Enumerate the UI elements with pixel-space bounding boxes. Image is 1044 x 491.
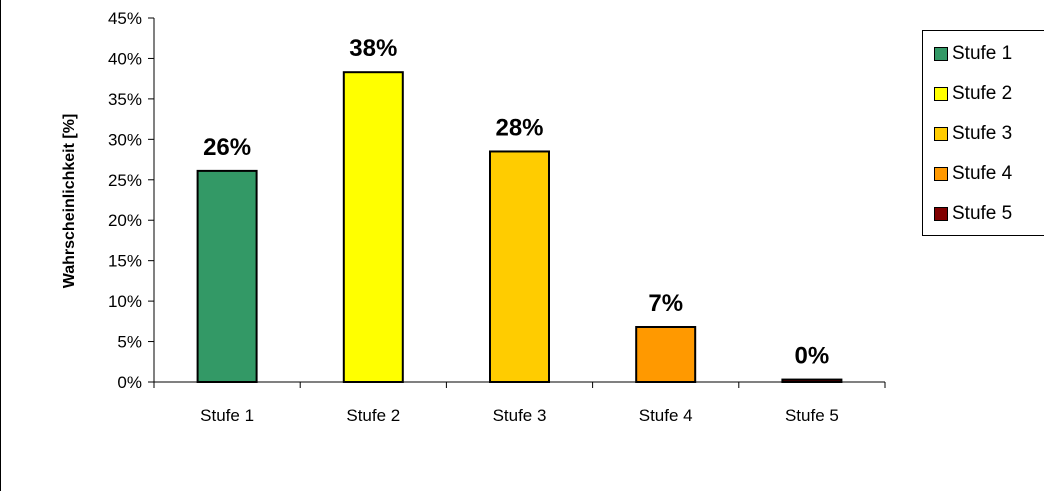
legend-label: Stufe 5 (952, 203, 1013, 224)
legend-swatch (934, 87, 948, 101)
legend: Stufe 1 Stufe 2 Stufe 3 Stufe 4 Stufe 5 (922, 30, 1044, 236)
legend-item: Stufe 2 (934, 82, 1012, 106)
y-axis: 0% 5% 10% 15% 20% 25% 30% 35% 40% 45% (108, 9, 155, 392)
y-tick-label: 30% (108, 130, 142, 149)
y-axis-title: Wahrscheinlichkeit [%] (61, 114, 78, 289)
legend-label: Stufe 2 (952, 83, 1013, 104)
y-tick-label: 45% (108, 9, 142, 28)
y-tick-label: 0% (117, 373, 142, 392)
legend-swatch (934, 167, 948, 181)
y-tick-label: 5% (117, 333, 142, 352)
y-tick-label: 25% (108, 171, 142, 190)
data-label: 26% (203, 134, 251, 161)
y-tick-label: 20% (108, 211, 142, 230)
legend-item: Stufe 1 (934, 42, 1012, 66)
x-tick-label: Stufe 5 (785, 406, 839, 425)
data-labels: 26% 38% 28% 7% 0% (203, 35, 829, 369)
legend-swatch (934, 127, 948, 141)
y-tick-label: 10% (108, 292, 142, 311)
legend-label: Stufe 1 (952, 43, 1013, 64)
bar-stufe-2 (342, 71, 404, 383)
bar-stufe-3 (489, 150, 550, 383)
x-tick-label: Stufe 4 (639, 406, 693, 425)
legend-item: Stufe 5 (934, 202, 1012, 226)
legend-item: Stufe 4 (934, 162, 1012, 186)
y-tick-label: 35% (108, 90, 142, 109)
data-label: 28% (495, 114, 543, 141)
data-label: 7% (648, 290, 683, 317)
legend-swatch (934, 207, 948, 221)
data-label: 38% (349, 35, 397, 62)
bar-stufe-1 (196, 169, 258, 383)
legend-label: Stufe 4 (952, 163, 1013, 184)
data-label: 0% (795, 343, 830, 370)
legend-item: Stufe 3 (934, 122, 1012, 146)
x-tick-label: Stufe 1 (200, 406, 254, 425)
bar-stufe-4 (635, 325, 697, 383)
x-axis: Stufe 1 Stufe 2 Stufe 3 Stufe 4 Stufe 5 (153, 381, 886, 425)
legend-label: Stufe 3 (952, 123, 1013, 144)
bars (196, 71, 843, 384)
x-tick-label: Stufe 3 (493, 406, 547, 425)
x-tick-label: Stufe 2 (346, 406, 400, 425)
y-tick-label: 40% (108, 49, 142, 68)
y-tick-label: 15% (108, 252, 142, 271)
bar-stufe-5 (781, 378, 843, 384)
legend-swatch (934, 47, 948, 61)
